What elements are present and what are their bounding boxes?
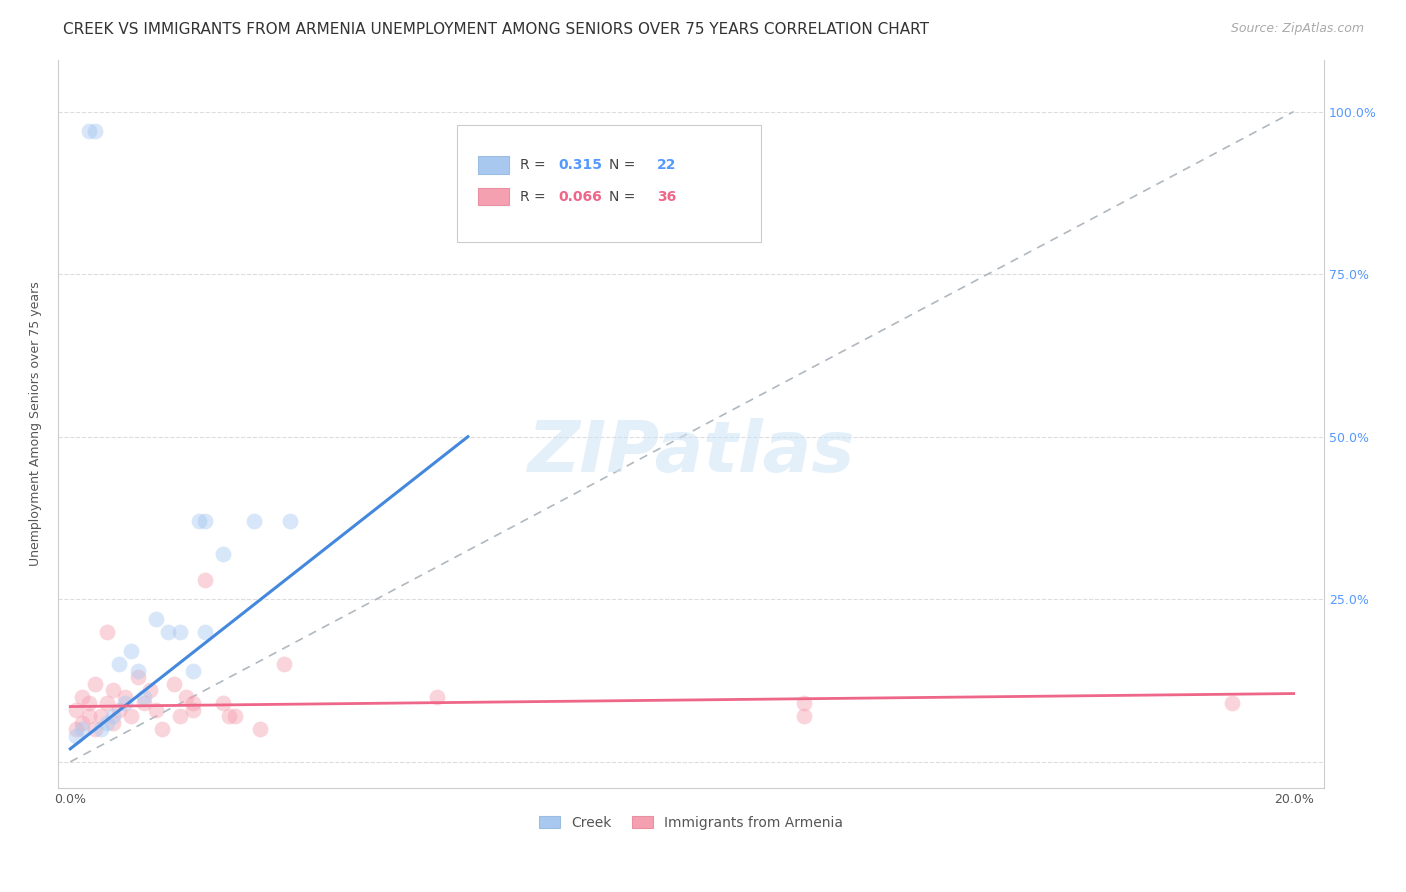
Point <box>72 690 94 704</box>
Point <box>163 677 186 691</box>
Point <box>132 690 155 704</box>
Point <box>90 723 112 737</box>
Point <box>218 709 240 723</box>
Point <box>426 690 449 704</box>
Point <box>65 729 87 743</box>
Point <box>212 547 235 561</box>
Point <box>169 624 191 639</box>
Point <box>169 709 191 723</box>
Point <box>77 709 100 723</box>
Point <box>1222 696 1244 710</box>
Point <box>793 709 815 723</box>
Point <box>793 696 815 710</box>
Point <box>101 715 124 730</box>
FancyBboxPatch shape <box>478 156 509 174</box>
Point <box>72 723 94 737</box>
Point <box>194 573 217 587</box>
Point <box>249 723 271 737</box>
Point <box>280 514 302 528</box>
Point <box>194 624 217 639</box>
Point <box>181 703 204 717</box>
Point <box>114 696 136 710</box>
Y-axis label: Unemployment Among Seniors over 75 years: Unemployment Among Seniors over 75 years <box>30 281 42 566</box>
Point <box>157 624 180 639</box>
Text: R =: R = <box>520 189 550 203</box>
Point <box>83 677 105 691</box>
Point <box>120 644 142 658</box>
Point <box>132 696 155 710</box>
Point <box>65 703 87 717</box>
Point <box>127 670 149 684</box>
Point <box>65 723 87 737</box>
Point <box>181 696 204 710</box>
Point <box>242 514 264 528</box>
Point <box>176 690 198 704</box>
Point <box>108 657 131 672</box>
Point <box>139 683 162 698</box>
FancyBboxPatch shape <box>457 125 761 242</box>
Point <box>194 514 217 528</box>
Point <box>83 723 105 737</box>
Point <box>120 709 142 723</box>
Point <box>101 683 124 698</box>
Point <box>212 696 235 710</box>
Text: Source: ZipAtlas.com: Source: ZipAtlas.com <box>1230 22 1364 36</box>
Point <box>77 696 100 710</box>
Text: 36: 36 <box>657 189 676 203</box>
Point <box>150 723 173 737</box>
Point <box>77 124 100 138</box>
Point <box>108 703 131 717</box>
Point <box>187 514 209 528</box>
Point <box>145 703 167 717</box>
FancyBboxPatch shape <box>478 188 509 205</box>
Point <box>90 709 112 723</box>
Point <box>83 124 105 138</box>
Point <box>96 624 118 639</box>
Text: R =: R = <box>520 158 550 172</box>
Text: 22: 22 <box>657 158 676 172</box>
Point <box>145 612 167 626</box>
Point <box>101 709 124 723</box>
Point <box>224 709 246 723</box>
Text: 0.315: 0.315 <box>558 158 602 172</box>
Point <box>273 657 295 672</box>
Point <box>127 664 149 678</box>
Text: ZIPatlas: ZIPatlas <box>527 418 855 487</box>
Point <box>96 696 118 710</box>
Point <box>114 690 136 704</box>
Legend: Creek, Immigrants from Armenia: Creek, Immigrants from Armenia <box>533 811 849 836</box>
Point <box>181 664 204 678</box>
Point <box>96 715 118 730</box>
Point <box>72 715 94 730</box>
Text: N =: N = <box>609 158 640 172</box>
Text: 0.066: 0.066 <box>558 189 602 203</box>
Text: N =: N = <box>609 189 640 203</box>
Text: CREEK VS IMMIGRANTS FROM ARMENIA UNEMPLOYMENT AMONG SENIORS OVER 75 YEARS CORREL: CREEK VS IMMIGRANTS FROM ARMENIA UNEMPLO… <box>63 22 929 37</box>
